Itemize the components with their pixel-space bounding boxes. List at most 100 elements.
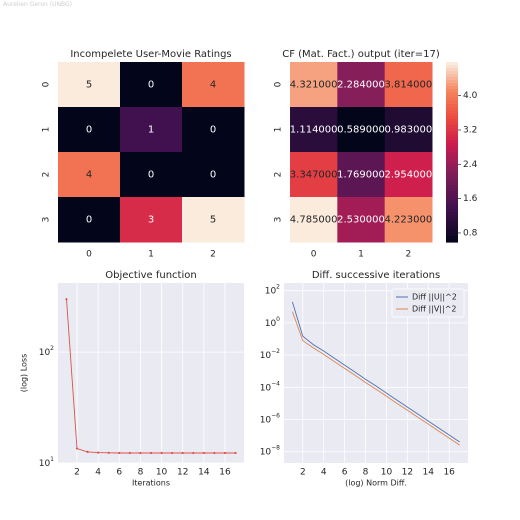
colorbar-segment — [446, 107, 458, 111]
y-tick-label: 102 — [265, 283, 280, 296]
cell-label: 2.284000 — [337, 80, 385, 91]
colorbar-segment — [446, 83, 458, 87]
colorbar-segment — [446, 86, 458, 90]
colorbar-segment — [446, 119, 458, 123]
series-point — [139, 451, 142, 455]
colorbar-tick-label: 0.8 — [463, 228, 478, 238]
colorbar-tick-label: 2.4 — [463, 160, 478, 170]
colorbar-segment — [446, 95, 458, 99]
colorbar-segment — [446, 65, 458, 69]
colorbar-segment — [446, 155, 458, 159]
cell-label: 4.321000 — [290, 80, 338, 91]
x-tick-label: 6 — [116, 468, 122, 478]
heatmap-cell — [290, 152, 338, 198]
heatmap-cell — [337, 107, 386, 153]
colorbar-segment — [446, 149, 458, 153]
colorbar-segment — [446, 152, 458, 156]
colorbar-segment — [446, 71, 458, 75]
colorbar-segment — [446, 188, 458, 192]
colorbar-segment — [446, 176, 458, 180]
colorbar-segment — [446, 179, 458, 183]
plot-background — [58, 283, 244, 463]
colorbar-segment — [446, 218, 458, 222]
y-tick-label: 10−6 — [260, 412, 280, 425]
series-point — [75, 447, 79, 450]
colorbar-tick-label: 1.6 — [463, 194, 478, 204]
colorbar-segment — [446, 137, 458, 141]
heatmap-cell — [182, 107, 245, 153]
series-line — [291, 301, 460, 443]
series-point — [86, 450, 89, 453]
colorbar-segment — [446, 206, 458, 210]
heatmap-cell — [337, 62, 386, 108]
colorbar-segment — [446, 74, 458, 78]
heatmap-cell — [290, 197, 338, 243]
x-tick-label: 1 — [358, 250, 364, 260]
colorbar-segment — [446, 140, 458, 144]
colorbar-segment — [446, 224, 458, 228]
series-point — [192, 451, 195, 455]
colorbar-segment — [446, 203, 458, 207]
watermark: Aurelien Geron (UNBG) — [3, 1, 72, 8]
colorbar-segment — [446, 131, 458, 135]
x-tick-label: 1 — [148, 250, 154, 260]
x-tick-label: 2 — [210, 250, 216, 260]
series-point — [202, 451, 205, 455]
x-tick-label: 2 — [405, 250, 411, 260]
cell-label: 0 — [210, 170, 216, 181]
colorbar-segment — [446, 194, 458, 198]
heatmap-cell — [58, 62, 121, 108]
heatmap-cell — [384, 107, 433, 153]
cell-label: 2.954000 — [384, 170, 432, 181]
y-tick-label: 102 — [39, 345, 54, 358]
colorbar-segment — [446, 77, 458, 81]
plot-diff: 2 4 6 8 10 12 14 16 102 100 10−2 10−4 10−6 10−8 Diff. … — [260, 270, 468, 488]
colorbar-segment — [446, 215, 458, 219]
legend-box — [391, 288, 465, 318]
y-tick-label: 3 — [42, 217, 52, 223]
colorbar-segment — [446, 68, 458, 72]
plot-title: Objective function — [105, 270, 196, 281]
y-tick-label: 2 — [42, 172, 52, 178]
x-axis-label: (log) Norm Diff. — [345, 479, 407, 488]
x-tick-label: 8 — [138, 468, 144, 478]
colorbar-segment — [446, 134, 458, 138]
heatmap-cell — [290, 62, 338, 108]
heatmap-cell — [120, 62, 183, 108]
colorbar-segment — [446, 197, 458, 201]
x-tick-label: 12 — [402, 468, 413, 478]
cell-label: 0 — [148, 170, 154, 181]
y-tick-label: 1 — [42, 127, 52, 133]
colorbar-segment — [446, 233, 458, 237]
colorbar-segment — [446, 110, 458, 114]
heatmap-ratings: Incompelete User-Movie Ratings 5 0 4 0 1 0 4 0 0 0… — [42, 49, 245, 260]
heatmap-cell — [182, 197, 245, 243]
cell-label: 3.347000 — [290, 170, 338, 181]
colorbar-segment — [446, 185, 458, 189]
legend-label: Diff ||U||^2 — [412, 293, 457, 302]
y-tick-label: 3 — [274, 217, 284, 223]
plot-title: Diff. successive iterations — [312, 270, 440, 281]
series-line — [291, 311, 460, 446]
colorbar-segment — [446, 212, 458, 216]
colorbar-segment — [446, 116, 458, 120]
cell-label: 0.983000 — [384, 125, 432, 136]
series-point — [213, 451, 216, 455]
colorbar-segment — [446, 182, 458, 186]
x-tick-label: 0 — [86, 250, 92, 260]
heatmap-cell — [384, 62, 433, 108]
x-tick-label: 14 — [423, 468, 435, 478]
cell-label: 4 — [210, 80, 216, 91]
heatmap-cell — [120, 197, 183, 243]
y-tick-label: 2 — [274, 172, 284, 178]
x-tick-label: 0 — [311, 250, 317, 260]
heatmap-cell — [120, 107, 183, 153]
x-tick-label: 4 — [95, 468, 101, 478]
colorbar-tick-label: 3.2 — [463, 125, 477, 135]
colorbar-segment — [446, 125, 458, 129]
heatmap-cell — [182, 152, 245, 198]
cell-label: 0 — [210, 125, 216, 136]
heatmap-cell — [384, 197, 433, 243]
heatmap-cell — [58, 197, 121, 243]
x-tick-label: 10 — [156, 468, 168, 478]
